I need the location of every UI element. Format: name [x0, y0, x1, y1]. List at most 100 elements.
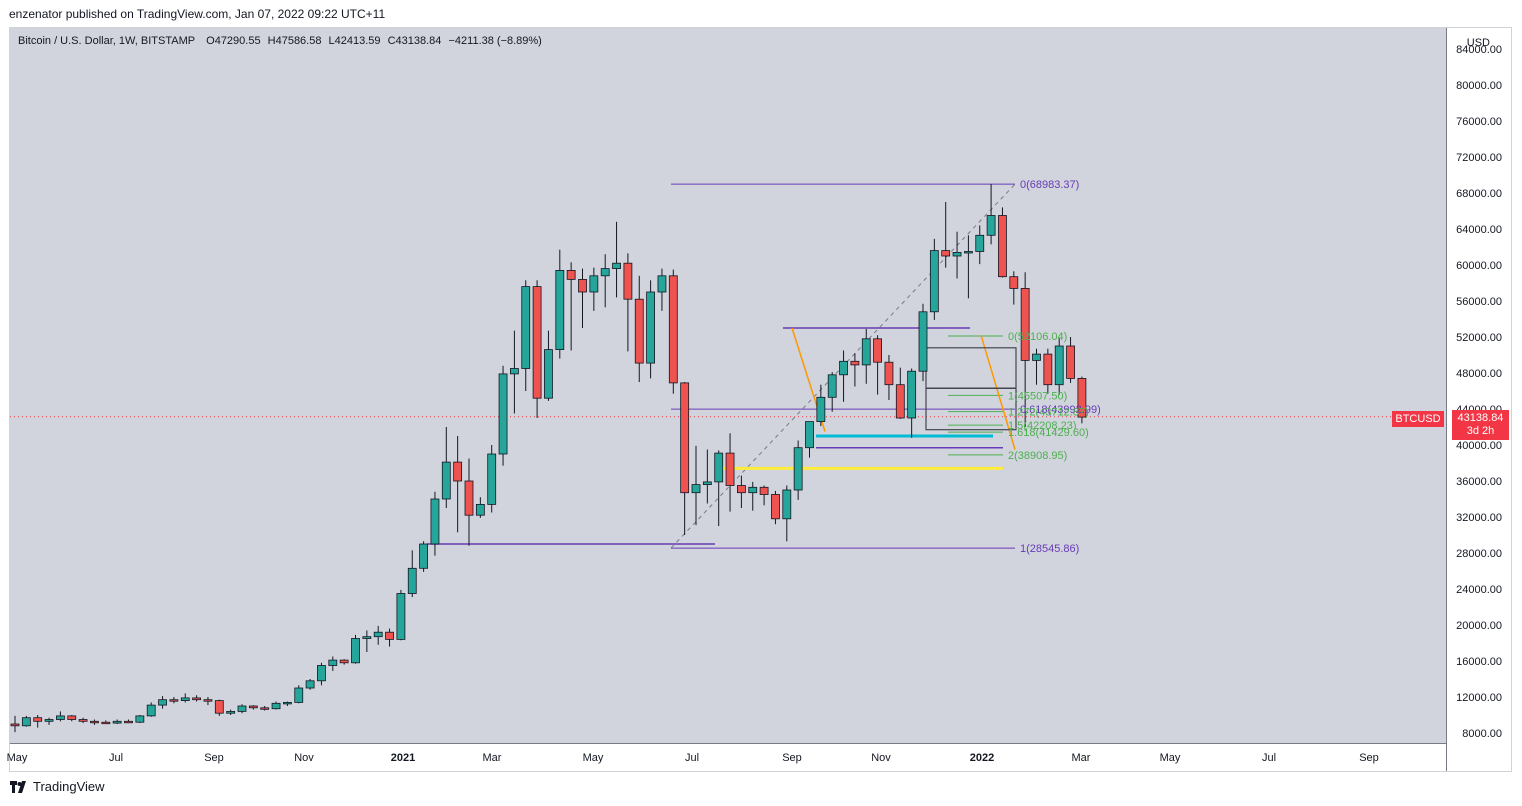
legend-open: O47290.55: [206, 35, 261, 47]
candle-body: [884, 361, 894, 386]
candle-body: [192, 697, 202, 701]
time-tick-label: Jul: [109, 752, 123, 764]
candle-body: [998, 215, 1007, 278]
time-axis[interactable]: [10, 743, 1446, 771]
fib-level-label: 0(52106.04): [1008, 331, 1067, 343]
candle-body: [146, 704, 156, 717]
candle-body: [941, 250, 951, 257]
price-tick-label: 48000.00: [1456, 368, 1502, 380]
time-tick-label: Nov: [871, 752, 891, 764]
candle-body: [1043, 353, 1053, 386]
time-tick-label: Nov: [294, 752, 314, 764]
time-tick-label: 2022: [970, 752, 994, 764]
candle-body: [282, 702, 292, 705]
candle-body: [805, 421, 814, 449]
candle-body: [646, 291, 655, 364]
fib-level-label: 1(28545.86): [1020, 543, 1079, 555]
price-tick-label: 64000.00: [1456, 224, 1502, 236]
candle-body: [895, 384, 905, 419]
price-tick-label: 56000.00: [1456, 296, 1502, 308]
time-tick-label: Sep: [782, 752, 802, 764]
legend-change: −4211.38 (−8.89%): [448, 35, 542, 47]
price-tick-label: 20000.00: [1456, 620, 1502, 632]
price-tick-label: 80000.00: [1456, 80, 1502, 92]
time-tick-label: Jul: [1262, 752, 1276, 764]
candle-body: [317, 665, 326, 682]
candle-body: [555, 269, 565, 350]
symbol-price-tag: BTCUSD: [1392, 411, 1444, 427]
candle-body: [453, 461, 463, 482]
trend-line-orange: [980, 334, 1016, 450]
time-tick-label: May: [1160, 752, 1181, 764]
time-tick-label: Mar: [1072, 752, 1091, 764]
candle-body: [1066, 345, 1075, 379]
candle-body: [124, 720, 133, 724]
candle-body: [873, 338, 882, 363]
time-tick-label: 2021: [391, 752, 415, 764]
fib-level-label: 1.618(41429.60): [1008, 427, 1089, 439]
candle-body: [816, 396, 826, 422]
price-tick-label: 40000.00: [1456, 440, 1502, 452]
time-tick-label: Sep: [204, 752, 224, 764]
candle-body: [827, 374, 837, 398]
price-tick-label: 52000.00: [1456, 332, 1502, 344]
price-tick-label: 8000.00: [1462, 728, 1502, 740]
price-tick-label: 76000.00: [1456, 116, 1502, 128]
candle-body: [861, 338, 871, 366]
candle-body: [839, 360, 848, 376]
candle-body: [464, 480, 474, 516]
candle-body: [90, 720, 99, 724]
candle-body: [407, 567, 417, 594]
price-tick-label: 84000.00: [1456, 44, 1502, 56]
candle-body: [135, 715, 145, 723]
candle-body: [373, 631, 383, 638]
tradingview-brand: TradingView: [33, 779, 105, 794]
candle-body: [498, 373, 508, 455]
candle-body: [271, 702, 281, 710]
candle-body: [67, 715, 77, 720]
price-axis[interactable]: [1446, 28, 1511, 771]
candle-body: [748, 486, 758, 494]
candle-body: [487, 453, 497, 505]
candle-body: [952, 251, 962, 257]
candle-body: [385, 631, 394, 640]
candle-body: [918, 311, 928, 372]
legend-symbol: Bitcoin / U.S. Dollar, 1W, BITSTAMP: [18, 35, 196, 47]
price-tick-label: 32000.00: [1456, 512, 1502, 524]
symbol-legend: Bitcoin / U.S. Dollar, 1W, BITSTAMP O472…: [18, 35, 550, 47]
candle-body: [612, 262, 621, 270]
fib-level-label: 1.272(43712.87): [1008, 407, 1089, 419]
candle-body: [339, 659, 349, 664]
candle-body: [657, 275, 667, 293]
candle-body: [668, 275, 678, 384]
tradingview-footer[interactable]: TradingView: [10, 779, 105, 794]
candle-body: [419, 543, 429, 569]
chart-plot-area[interactable]: [10, 28, 1446, 743]
candle-body: [544, 349, 553, 399]
candle-body: [237, 705, 247, 712]
candle-body: [725, 452, 735, 486]
candle-body: [475, 503, 485, 516]
candle-body: [180, 697, 190, 702]
candle-body: [634, 298, 644, 364]
candle-body: [328, 659, 338, 666]
price-tick-label: 72000.00: [1456, 152, 1502, 164]
time-tick-label: May: [583, 752, 604, 764]
candle-body: [691, 484, 701, 494]
candle-body: [101, 721, 111, 725]
candle-body: [158, 699, 167, 706]
tradingview-logo-icon: [10, 780, 28, 793]
candle-body: [702, 481, 712, 485]
candle-body: [1020, 287, 1030, 361]
price-tick-label: 60000.00: [1456, 260, 1502, 272]
price-tick-label: 36000.00: [1456, 476, 1502, 488]
candle-body: [782, 489, 792, 520]
candle-body: [714, 452, 724, 483]
candle-body: [430, 498, 440, 545]
legend-close: C43138.84: [387, 35, 442, 47]
price-tick-label: 24000.00: [1456, 584, 1502, 596]
bar-countdown: 3d 2h: [1466, 425, 1495, 437]
published-by-text: enzenator published on TradingView.com, …: [9, 7, 386, 21]
time-tick-label: Sep: [1359, 752, 1379, 764]
